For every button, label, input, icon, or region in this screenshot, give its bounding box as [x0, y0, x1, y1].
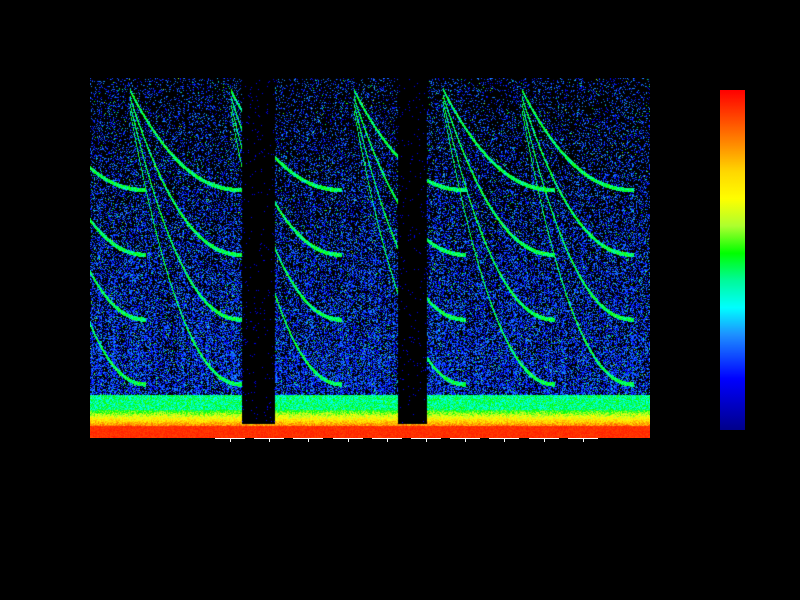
chart-container — [0, 0, 800, 600]
spectrogram-plot — [90, 78, 650, 438]
x-tick-seg — [489, 438, 519, 439]
colorbar — [720, 90, 745, 430]
x-tick-seg — [293, 438, 323, 439]
x-tick-seg — [254, 438, 284, 439]
x-tick-seg — [372, 438, 402, 439]
x-tick-seg — [411, 438, 441, 439]
x-tick-seg — [333, 438, 363, 439]
x-tick-seg — [450, 438, 480, 439]
x-tick-seg — [568, 438, 598, 439]
x-tick-seg — [529, 438, 559, 439]
x-tick-seg — [215, 438, 245, 439]
